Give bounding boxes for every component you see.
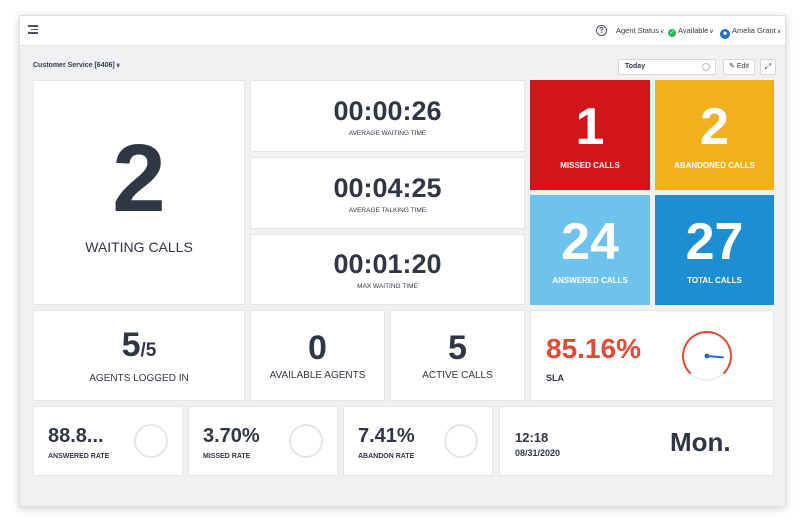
sla-gauge-needle [706,355,724,359]
missed-calls-tile: 1 MISSED CALLS [530,80,650,190]
active-calls-card: 5 ACTIVE CALLS [390,310,525,401]
missed-rate-label: MISSED RATE [203,453,251,460]
edit-button[interactable]: ✎ Edit [723,59,755,75]
missed-calls-label: MISSED CALLS [560,160,620,170]
avg-waiting-time-card: 00:00:26 AVERAGE WAITING TIME [250,80,525,152]
abandon-rate-label: ABANDON RATE [358,453,415,460]
sla-value: 85.16% [546,333,641,364]
availability-label: Available [678,26,709,35]
waiting-calls-card: 2 WAITING CALLS [33,80,245,305]
missed-rate-ring [289,424,323,458]
clock-icon [702,63,710,71]
dashboard-window: ? Agent Status∨ ✓ Available∨ ☻ Amelia Gran… [19,15,786,507]
active-calls-label: ACTIVE CALLS [422,370,493,381]
agents-logged-in-label: AGENTS LOGGED IN [89,373,189,384]
answered-rate-value: 88.8... [48,425,104,447]
menu-icon[interactable] [28,25,38,35]
max-waiting-time-card: 00:01:20 MAX WAITING TIME [250,234,525,305]
missed-calls-value: 1 [575,97,605,156]
total-calls-tile: 27 TOTAL CALLS [655,195,774,305]
date-range-value: Today [625,63,646,70]
max-waiting-time-label: MAX WAITING TIME [357,283,418,290]
agents-total-value: /5 [140,340,157,361]
edit-label: Edit [736,63,749,70]
pencil-icon: ✎ [729,63,735,70]
answered-rate-ring [134,424,168,458]
missed-rate-card: 3.70% MISSED RATE [188,406,338,476]
abandoned-calls-value: 2 [700,97,729,156]
clock-date: 08/31/2020 [515,448,561,458]
availability-dropdown[interactable]: ✓ Available∨ [668,26,714,37]
total-calls-value: 27 [685,212,744,271]
clock-card: 12:18 08/31/2020 Mon. [499,406,774,476]
agent-status-dropdown[interactable]: Agent Status∨ [616,26,664,35]
abandon-rate-card: 7.41% ABANDON RATE [343,406,493,476]
agents-logged-in-card: 5/5 AGENTS LOGGED IN [33,310,245,401]
sla-gauge-arc [682,330,732,374]
abandon-rate-value: 7.41% [358,425,415,447]
avg-talking-time-label: AVERAGE TALKING TIME [348,206,427,214]
available-agents-card: 0 AVAILABLE AGENTS [250,310,385,401]
avg-waiting-time-value: 00:00:26 [333,95,442,126]
total-calls-label: TOTAL CALLS [687,275,742,285]
queue-selector[interactable]: Customer Service [6406]∨ [33,62,121,69]
available-agents-label: AVAILABLE AGENTS [269,370,366,381]
active-calls-value: 5 [448,329,467,367]
avg-waiting-time-label: AVERAGE WAITING TIME [348,129,427,137]
chevron-down-icon: ∨ [115,63,121,69]
agents-logged-in-value: 5 [121,326,141,364]
question-icon[interactable]: ? [596,25,607,36]
user-menu[interactable]: ☻ Amelia Grant∨ [720,26,781,39]
answered-rate-label: ANSWERED RATE [48,453,110,460]
chevron-down-icon: ∨ [659,29,665,35]
queue-label: Customer Service [6406] [33,62,115,69]
chevron-down-icon: ∨ [776,29,782,35]
agent-status-label: Agent Status [616,26,659,35]
sla-label: SLA [546,373,564,383]
answered-rate-card: 88.8... ANSWERED RATE [33,406,183,476]
sla-gauge [682,330,732,381]
sla-gauge-hub [704,353,710,359]
user-name: Amelia Grant [732,26,776,35]
clock-time: 12:18 [515,430,549,445]
waiting-calls-value: 2 [112,124,166,232]
expand-icon[interactable]: ⤢ [760,59,776,75]
answered-calls-value: 24 [561,212,619,271]
abandoned-calls-label: ABANDONED CALLS [674,160,755,170]
date-range-select[interactable]: Today [618,59,716,75]
chevron-down-icon: ∨ [709,29,714,35]
answered-calls-tile: 24 ANSWERED CALLS [530,195,650,305]
avg-talking-time-card: 00:04:25 AVERAGE TALKING TIME [250,157,525,229]
check-icon: ✓ [668,29,676,37]
avatar-icon: ☻ [720,29,730,39]
answered-calls-label: ANSWERED CALLS [552,275,628,285]
waiting-calls-label: WAITING CALLS [85,238,193,255]
top-bar: ? Agent Status∨ ✓ Available∨ ☻ Amelia Gran… [20,16,785,46]
clock-day: Mon. [670,427,731,457]
abandon-rate-ring [444,424,478,458]
max-waiting-time-value: 00:01:20 [333,249,442,279]
abandoned-calls-tile: 2 ABANDONED CALLS [655,80,774,190]
avg-talking-time-value: 00:04:25 [333,172,442,203]
sla-card: 85.16% SLA [530,310,774,401]
available-agents-value: 0 [308,329,327,367]
missed-rate-value: 3.70% [203,425,260,447]
